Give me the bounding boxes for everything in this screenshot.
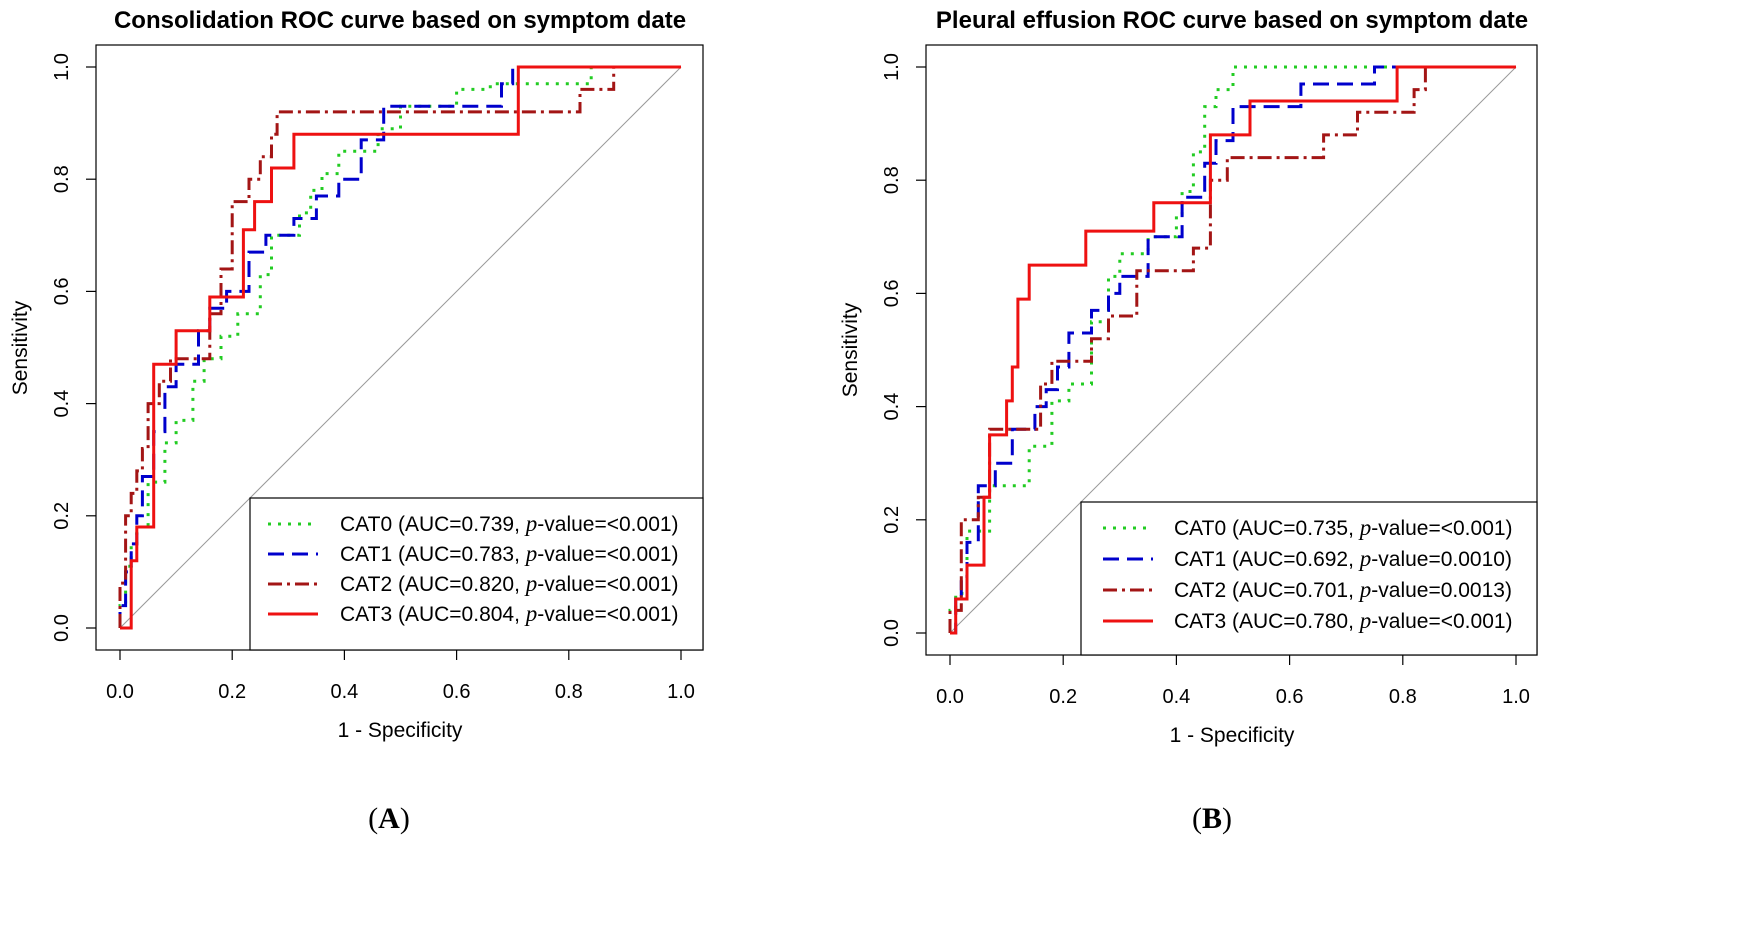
y-tick-label-a: 0.2 [51,502,73,530]
y-ticks-b: 0.0 0.2 0.4 0.6 0.8 1.0 [881,53,926,647]
x-tick-label-b: 0.0 [936,686,964,708]
x-tick-label-a: 0.2 [218,681,246,703]
legend-entry-cat2-b: CAT2 (AUC=0.701, p-value=0.0013) [1174,577,1512,602]
legend-box-a [249,497,704,651]
legend-entry-cat2-a: CAT2 (AUC=0.820, p-value=<0.001) [340,571,679,596]
y-tick-label-a: 0.0 [51,614,73,642]
series-group-a [118,65,681,630]
series-line-cat1-b [950,65,1516,635]
y-tick-label-a: 0.4 [51,390,73,418]
panel-b: Pleural effusion ROC curve based on symp… [839,7,1538,835]
x-tick-label-a: 0.0 [106,681,134,703]
series-line-cat3-b [950,65,1516,635]
series-line-cat2-b [948,65,1516,633]
x-tick-label-a: 0.4 [330,681,358,703]
x-ticks-a: 0.0 0.2 0.4 0.6 0.8 1.0 [106,650,695,703]
panel-a: Consolidation ROC curve based on symptom… [9,7,704,835]
x-tick-label-a: 0.6 [443,681,471,703]
x-tick-label-b: 0.6 [1276,686,1304,708]
x-tick-label-b: 0.8 [1389,686,1417,708]
legend-entry-cat0-a: CAT0 (AUC=0.739, p-value=<0.001) [340,511,679,536]
y-tick-label-b: 0.0 [881,619,903,647]
legend-a: CAT0 (AUC=0.739, p-value=<0.001) CAT1 (AU… [249,497,704,651]
legend-b: CAT0 (AUC=0.735, p-value=<0.001) CAT1 (AU… [1080,501,1538,656]
y-tick-label-a: 0.6 [51,277,73,305]
legend-entry-cat3-b: CAT3 (AUC=0.780, p-value=<0.001) [1174,608,1513,633]
y-tick-label-b: 0.8 [881,166,903,194]
y-tick-label-a: 0.8 [51,165,73,193]
y-tick-label-a: 1.0 [51,53,73,81]
panel-label-b: (B) [1192,802,1232,835]
x-tick-label-b: 1.0 [1502,686,1530,708]
x-axis-label-b: 1 - Specificity [1170,724,1295,747]
x-tick-label-a: 1.0 [667,681,695,703]
legend-entry-cat1-a: CAT1 (AUC=0.783, p-value=<0.001) [340,541,679,566]
y-tick-label-b: 0.2 [881,506,903,534]
x-ticks-b: 0.0 0.2 0.4 0.6 0.8 1.0 [936,655,1530,708]
diagonal-reference-b [949,66,1517,634]
series-group-b [948,65,1516,635]
x-tick-label-a: 0.8 [555,681,583,703]
chart-title-b: Pleural effusion ROC curve based on symp… [936,7,1528,34]
series-line-cat3-a [120,65,681,630]
x-axis-label-a: 1 - Specificity [338,719,463,742]
y-axis-label-b: Sensitivity [839,302,862,397]
panel-label-a: (A) [368,802,410,835]
y-tick-label-b: 0.6 [881,279,903,307]
diagonal-reference-a [119,66,682,629]
series-line-cat0-b [948,65,1516,633]
y-tick-label-b: 0.4 [881,393,903,421]
legend-entry-cat0-b: CAT0 (AUC=0.735, p-value=<0.001) [1174,515,1513,540]
y-axis-label-a: Sensitivity [9,300,32,395]
y-tick-label-b: 1.0 [881,53,903,81]
x-tick-label-b: 0.4 [1162,686,1190,708]
legend-entry-cat3-a: CAT3 (AUC=0.804, p-value=<0.001) [340,601,679,626]
y-ticks-a: 0.0 0.2 0.4 0.6 0.8 1.0 [51,53,96,642]
x-tick-label-b: 0.2 [1049,686,1077,708]
legend-entry-cat1-b: CAT1 (AUC=0.692, p-value=0.0010) [1174,546,1512,571]
chart-title-a: Consolidation ROC curve based on symptom… [114,7,686,34]
legend-box-b [1080,501,1538,656]
